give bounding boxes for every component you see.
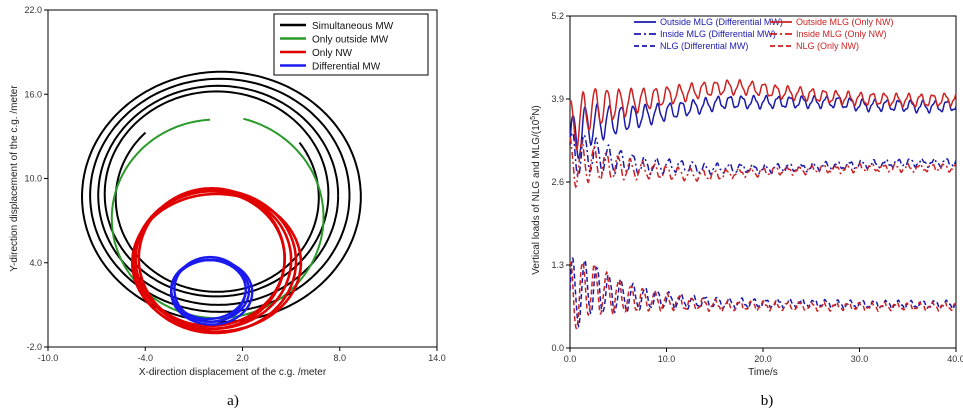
y-tick-label-b: 1.3 <box>551 260 564 270</box>
series-only-nw-loop <box>137 186 286 330</box>
legend-a-label: Only outside MW <box>312 35 389 46</box>
y-tick-label-a: 4.0 <box>29 258 42 268</box>
y-tick-label-b: 5.2 <box>551 11 564 21</box>
legend-a-label: Differential MW <box>312 62 381 73</box>
legend-b-label: NLG (Differential MW) <box>660 41 748 51</box>
y-axis-label-a: Y-direction displacement of the c.g. /me… <box>9 85 20 272</box>
chart-a: -10.0 -4.0 2.0 8.0 14.0 -2.0 4.0 10.0 16.0 22.0 X-… <box>9 5 446 409</box>
series-b-line <box>569 78 957 152</box>
series-differential-mw-loop <box>173 255 247 323</box>
x-tick-label-b: 0.0 <box>564 354 577 364</box>
y-tick-label-b: 0.0 <box>551 343 564 353</box>
y-tick-label-b: 2.6 <box>551 177 564 187</box>
series-simultaneous-mw-loop <box>80 70 362 323</box>
legend-b-label: Inside MLG (Only NW) <box>796 29 887 39</box>
y-tick-label-b: 3.9 <box>551 94 564 104</box>
y-tick-label-a: -2.0 <box>26 342 42 352</box>
series-simultaneous-mw-loop <box>89 77 351 313</box>
series-b-line <box>569 261 957 330</box>
y-axis-label-b: Vertical loads of NLG and MLG/(105N) <box>530 105 542 275</box>
y-tick-label-a: 10.0 <box>24 174 42 184</box>
x-tick-label-b: 40.0 <box>947 354 963 364</box>
x-tick-label-a: 14.0 <box>428 353 446 363</box>
series-only-nw-loop <box>131 192 303 333</box>
legend-a-label: Only NW <box>312 48 353 59</box>
y-tick-label-a: 22.0 <box>24 5 42 15</box>
caption-b: b) <box>761 393 774 409</box>
chart-b: 0.0 10.0 20.0 30.0 40.0 0.0 1.3 2.6 3.9 5.2 Time/s… <box>530 11 963 409</box>
legend-b-label: Outside MLG (Only NW) <box>796 17 894 27</box>
series-only-outside-mw <box>110 117 325 320</box>
x-tick-label-b: 10.0 <box>658 354 676 364</box>
y-tick-label-a: 16.0 <box>24 89 42 99</box>
series-simultaneous-mw-inner <box>114 131 320 293</box>
x-axis-label-b: Time/s <box>748 367 778 378</box>
legend-b-label: Inside MLG (Differential MW) <box>660 29 776 39</box>
caption-a: a) <box>227 393 239 409</box>
x-tick-label-a: -4.0 <box>137 353 153 363</box>
x-tick-label-a: 8.0 <box>333 353 346 363</box>
x-tick-label-a: 2.0 <box>236 353 249 363</box>
x-tick-label-b: 20.0 <box>754 354 772 364</box>
x-tick-label-b: 30.0 <box>851 354 869 364</box>
series-b-line <box>569 136 957 189</box>
x-tick-label-a: -10.0 <box>38 353 59 363</box>
legend-b-label: Outside MLG (Differential MW) <box>660 17 783 27</box>
plot-frame-b <box>569 15 957 349</box>
legend-a-label: Simultaneous MW <box>312 21 394 32</box>
x-axis-label-a: X-direction displacement of the c.g. /me… <box>139 367 327 378</box>
series-simultaneous-mw-loop <box>103 90 330 298</box>
legend-b-label: NLG (Only NW) <box>796 41 859 51</box>
series-b-line <box>569 94 957 160</box>
